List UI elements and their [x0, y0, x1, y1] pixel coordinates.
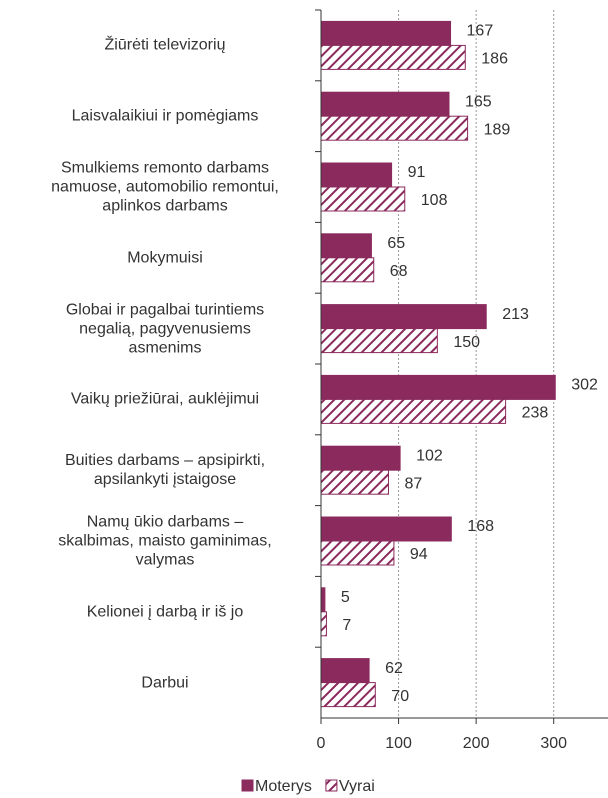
x-tick-label: 100: [385, 735, 412, 752]
category-label: Smulkiems remonto darbams namuose, autom…: [51, 159, 279, 215]
value-label: 94: [410, 546, 428, 563]
bar: [320, 257, 375, 283]
legend-swatch: [325, 779, 338, 792]
bar: [320, 115, 469, 141]
category-label: Kelionei į darbą ir iš jo: [86, 603, 244, 621]
bar: [320, 540, 395, 566]
bar: [320, 186, 406, 212]
value-label: 62: [385, 660, 403, 677]
value-label: 238: [522, 405, 549, 422]
bar: [320, 445, 401, 471]
value-label: 7: [342, 617, 351, 634]
value-label: 167: [467, 23, 494, 40]
value-label: 213: [502, 306, 529, 323]
value-label: 65: [387, 235, 405, 252]
bar: [320, 233, 372, 259]
bar: [320, 162, 393, 188]
value-label: 189: [484, 121, 511, 138]
legend-label: Vyrai: [339, 778, 375, 795]
bar: [320, 658, 370, 684]
bar: [320, 20, 452, 46]
value-label: 165: [465, 93, 492, 110]
category-label: Globai ir pagalbai turintiems negalią, p…: [65, 301, 265, 357]
value-label: 186: [481, 51, 508, 68]
bar: [320, 611, 327, 637]
category-label: Laisvalaikiui ir pomėgiams: [71, 107, 259, 125]
bar: [320, 587, 326, 613]
value-label: 91: [408, 164, 426, 181]
bar: [320, 304, 487, 330]
bar: [320, 682, 376, 708]
bar: [320, 44, 466, 70]
bar: [320, 91, 450, 117]
bar: [320, 398, 507, 424]
value-label: 70: [391, 688, 409, 705]
bar: [320, 328, 438, 354]
value-label: 150: [453, 334, 480, 351]
category-label: Namų ūkio darbams – skalbimas, maisto ga…: [58, 513, 272, 569]
category-label: Vaikų priežiūrai, auklėjimui: [70, 390, 260, 408]
value-label: 87: [404, 475, 422, 492]
x-tick-label: 200: [463, 735, 490, 752]
value-label: 302: [571, 377, 598, 394]
value-label: 168: [467, 518, 494, 535]
x-tick-label: 300: [540, 735, 567, 752]
x-tick-label: 0: [317, 735, 326, 752]
value-label: 102: [416, 447, 443, 464]
value-label: 108: [421, 192, 448, 209]
category-label: Darbui: [141, 674, 189, 692]
value-label: 68: [390, 263, 408, 280]
category-label: Buities darbams – apsipirkti, apsilankyt…: [64, 452, 266, 489]
value-label: 5: [341, 589, 350, 606]
category-label: Žiūrėti televizorių: [104, 36, 226, 54]
category-label: Mokymuisi: [127, 249, 203, 267]
bar: [320, 469, 389, 495]
legend-label: Moterys: [255, 778, 312, 795]
legend-swatch: [241, 779, 254, 792]
bar: [320, 374, 556, 400]
bar: [320, 516, 452, 542]
